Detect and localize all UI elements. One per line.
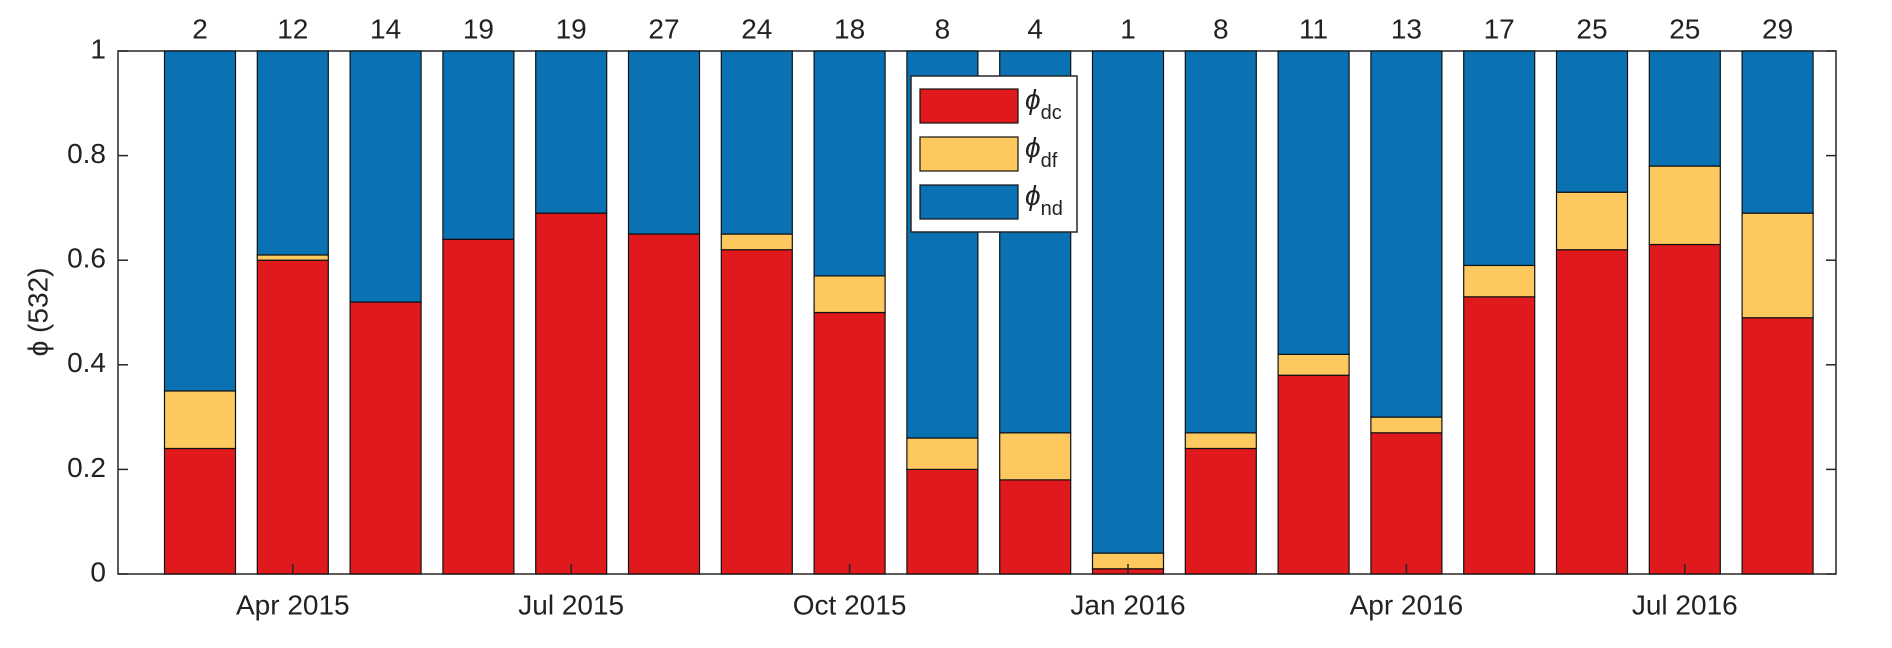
legend-swatch [919,88,1019,124]
bar-segment [256,254,329,261]
bar-segment [1370,416,1443,434]
bar-segment [1277,374,1350,575]
bar-segment [1648,243,1721,575]
bar-segment [1091,50,1165,554]
bar-segment [1463,296,1536,575]
bar-segment [813,50,886,277]
y-tick-label: 1 [90,33,106,64]
x-tick-label: Jan 2016 [1070,589,1185,620]
bar-segment [442,238,515,575]
x-tick-label: Jul 2016 [1632,589,1738,620]
x-tick-label: Apr 2015 [236,589,350,620]
bar-segment [1555,191,1629,251]
x-tick-label: Jul 2015 [518,589,624,620]
y-tick-label: 0 [90,556,106,587]
bar-segment [999,479,1072,575]
bar-annotation: 29 [1762,13,1793,44]
legend-label: ϕdf [1025,132,1058,172]
bar-annotation: 2 [192,13,208,44]
bar-segment [256,259,329,575]
bar-segment [720,233,793,251]
bar-annotation: 19 [463,13,494,44]
bar-segment [813,275,886,314]
bar-segment [1277,50,1350,355]
bar-segment [256,50,329,256]
y-tick-label: 0.8 [67,138,106,169]
bar-annotation: 4 [1027,13,1043,44]
y-axis-label: ϕ (532) [22,268,53,357]
bar-annotation: 24 [741,13,772,44]
bar-segment [1370,432,1443,575]
bar-segment [163,50,237,392]
bar-annotation: 8 [935,13,951,44]
bar-annotation: 17 [1484,13,1515,44]
x-tick-label: Apr 2016 [1350,589,1464,620]
bar-annotation: 8 [1213,13,1229,44]
bar-annotation: 18 [834,13,865,44]
bar-segment [720,50,793,235]
bar-annotation: 13 [1391,13,1422,44]
bar-segment [535,212,608,575]
bar-annotation: 25 [1669,13,1700,44]
bar-segment [813,311,886,575]
bar-segment [1648,50,1721,167]
bar-annotation: 12 [277,13,308,44]
legend-label: ϕdc [1025,84,1062,124]
bar-segment [999,432,1072,481]
bar-segment [163,447,237,575]
bar-segment [349,50,422,303]
bar-segment [1555,50,1629,193]
bar-segment [1741,50,1814,214]
bar-segment [720,249,793,575]
legend-swatch [919,136,1019,172]
bar-segment [1463,264,1536,298]
y-tick-label: 0.6 [67,243,106,274]
bar-segment [442,50,515,240]
bar-segment [1741,212,1814,319]
bar-segment [349,301,422,575]
y-tick-label: 0.4 [67,347,106,378]
bar-segment [1277,353,1350,376]
bar-annotation: 25 [1576,13,1607,44]
bar-annotation: 1 [1120,13,1136,44]
bar-segment [627,233,701,575]
bar-segment [627,50,701,235]
bar-segment [1184,447,1257,575]
legend-label: ϕnd [1025,180,1063,220]
bar-segment [1463,50,1536,267]
bar-segment [1184,50,1257,434]
bar-annotation: 19 [556,13,587,44]
bar-segment [535,50,608,214]
bar-segment [1370,50,1443,418]
bar-segment [906,437,979,470]
bar-segment [1555,249,1629,575]
bar-annotation: 11 [1299,13,1328,44]
bar-segment [906,468,979,575]
y-tick-label: 0.2 [67,452,106,483]
legend-swatch [919,184,1019,220]
bar-segment [163,390,237,450]
bar-segment [1741,317,1814,575]
bar-segment [1184,432,1257,450]
bar-segment [1648,165,1721,246]
bar-annotation: 14 [370,13,401,44]
bar-annotation: 27 [648,13,679,44]
x-tick-label: Oct 2015 [793,589,907,620]
